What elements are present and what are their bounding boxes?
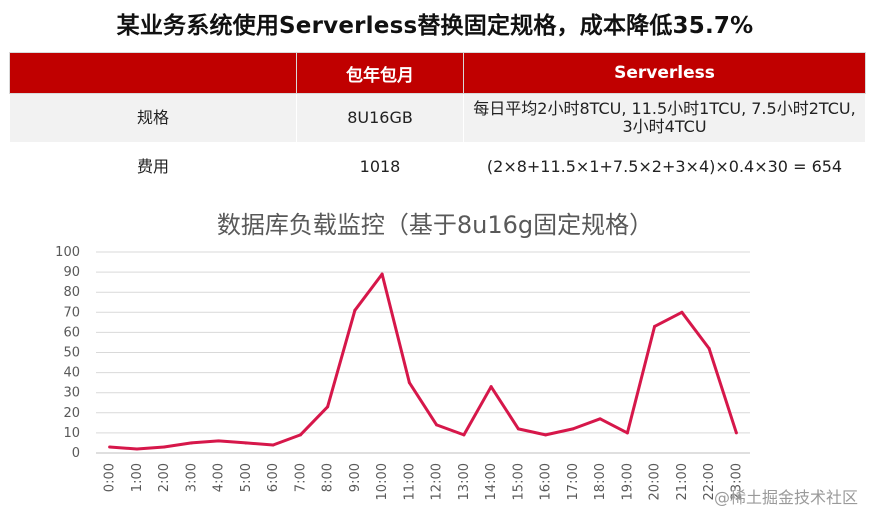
data-point bbox=[217, 439, 221, 443]
data-point bbox=[380, 272, 384, 276]
y-tick-label: 100 bbox=[55, 245, 80, 260]
gridlines bbox=[96, 251, 750, 454]
data-point bbox=[516, 427, 520, 431]
y-tick-label: 90 bbox=[63, 265, 80, 280]
x-tick-label: 1:00 bbox=[130, 463, 145, 492]
x-axis-ticks: 0:00 1:00 2:00 3:00 4:00 5:00 6:00 7:00 8:00 9:00… bbox=[103, 463, 745, 500]
x-tick-label: 19:00 bbox=[620, 463, 635, 500]
x-tick-label: 14:00 bbox=[484, 463, 499, 500]
chart-title: 数据库负载监控（基于8u16g固定规格） bbox=[216, 211, 654, 239]
x-tick-label: 18:00 bbox=[593, 463, 608, 500]
y-tick-label: 80 bbox=[63, 285, 80, 300]
x-tick-label: 17:00 bbox=[566, 463, 581, 500]
x-tick-label: 5:00 bbox=[239, 463, 254, 492]
table-row: 费用 1018 (2×8+11.5×1+7.5×2+3×4)×0.4×30 = … bbox=[9, 142, 866, 192]
data-point bbox=[625, 431, 629, 435]
data-point bbox=[707, 346, 711, 350]
x-tick-label: 13:00 bbox=[457, 463, 472, 500]
x-tick-label: 12:00 bbox=[430, 463, 445, 500]
table-row: 规格 8U16GB 每日平均2小时8TCU, 11.5小时1TCU, 7.5小时… bbox=[9, 93, 866, 143]
x-tick-label: 10:00 bbox=[375, 463, 390, 500]
x-tick-label: 23:00 bbox=[729, 463, 744, 500]
row-label-cost: 费用 bbox=[9, 142, 297, 192]
x-tick-label: 6:00 bbox=[266, 463, 281, 492]
row-label-spec: 规格 bbox=[9, 93, 297, 143]
data-point bbox=[162, 445, 166, 449]
y-tick-label: 30 bbox=[63, 386, 80, 401]
header-cell-subscription: 包年包月 bbox=[296, 52, 464, 94]
data-point bbox=[108, 445, 112, 449]
y-tick-label: 40 bbox=[63, 366, 80, 381]
comparison-table: 包年包月 Serverless 规格 8U16GB 每日平均2小时8TCU, 1… bbox=[9, 52, 866, 192]
data-point bbox=[734, 431, 738, 435]
x-tick-label: 21:00 bbox=[675, 463, 690, 500]
data-point bbox=[353, 308, 357, 312]
x-tick-label: 20:00 bbox=[648, 463, 663, 500]
header-cell-blank bbox=[9, 52, 297, 94]
y-tick-label: 50 bbox=[63, 346, 80, 361]
x-tick-label: 2:00 bbox=[157, 463, 172, 492]
data-point bbox=[544, 433, 548, 437]
y-tick-label: 0 bbox=[72, 446, 80, 461]
data-point bbox=[326, 405, 330, 409]
cell-spec-serverless: 每日平均2小时8TCU, 11.5小时1TCU, 7.5小时2TCU, 3小时4… bbox=[463, 93, 866, 143]
x-tick-label: 16:00 bbox=[539, 463, 554, 500]
data-point bbox=[244, 441, 248, 445]
x-tick-label: 8:00 bbox=[321, 463, 336, 492]
x-tick-label: 15:00 bbox=[511, 463, 526, 500]
x-tick-label: 4:00 bbox=[212, 463, 227, 492]
cell-spec-subscription: 8U16GB bbox=[296, 93, 464, 143]
data-point bbox=[680, 310, 684, 314]
x-tick-label: 0:00 bbox=[103, 463, 118, 492]
data-point bbox=[271, 443, 275, 447]
data-point bbox=[653, 324, 657, 328]
series-layer bbox=[108, 272, 738, 451]
series-line bbox=[109, 272, 738, 451]
x-tick-label: 3:00 bbox=[184, 463, 199, 492]
headline: 某业务系统使用Serverless替换固定规格，成本降低35.7% bbox=[116, 13, 754, 39]
cell-cost-serverless: (2×8+11.5×1+7.5×2+3×4)×0.4×30 = 654 bbox=[463, 142, 866, 192]
data-point bbox=[135, 447, 139, 451]
data-point bbox=[407, 381, 411, 385]
data-point bbox=[598, 417, 602, 421]
data-point bbox=[189, 441, 193, 445]
y-tick-label: 20 bbox=[63, 406, 80, 421]
y-axis-ticks: 0 10 20 30 40 50 60 70 80 90 100 bbox=[55, 245, 80, 461]
y-tick-label: 60 bbox=[63, 325, 80, 340]
data-point bbox=[489, 385, 493, 389]
x-tick-label: 22:00 bbox=[702, 463, 717, 500]
watermark: @稀土掘金技术社区 bbox=[713, 488, 858, 507]
x-tick-label: 7:00 bbox=[293, 463, 308, 492]
table-header-row: 包年包月 Serverless bbox=[9, 52, 866, 94]
load-line-chart: 0 10 20 30 40 50 60 70 80 90 100 0:00 1:00 2:00 3:00 4… bbox=[55, 245, 750, 500]
y-tick-label: 70 bbox=[63, 305, 80, 320]
x-tick-label: 11:00 bbox=[402, 463, 417, 500]
cell-cost-subscription: 1018 bbox=[296, 142, 464, 192]
x-tick-label: 9:00 bbox=[348, 463, 363, 492]
header-cell-serverless: Serverless bbox=[463, 52, 866, 94]
data-point bbox=[435, 423, 439, 427]
y-tick-label: 10 bbox=[63, 426, 80, 441]
data-point bbox=[571, 427, 575, 431]
data-point bbox=[462, 433, 466, 437]
data-point bbox=[298, 433, 302, 437]
